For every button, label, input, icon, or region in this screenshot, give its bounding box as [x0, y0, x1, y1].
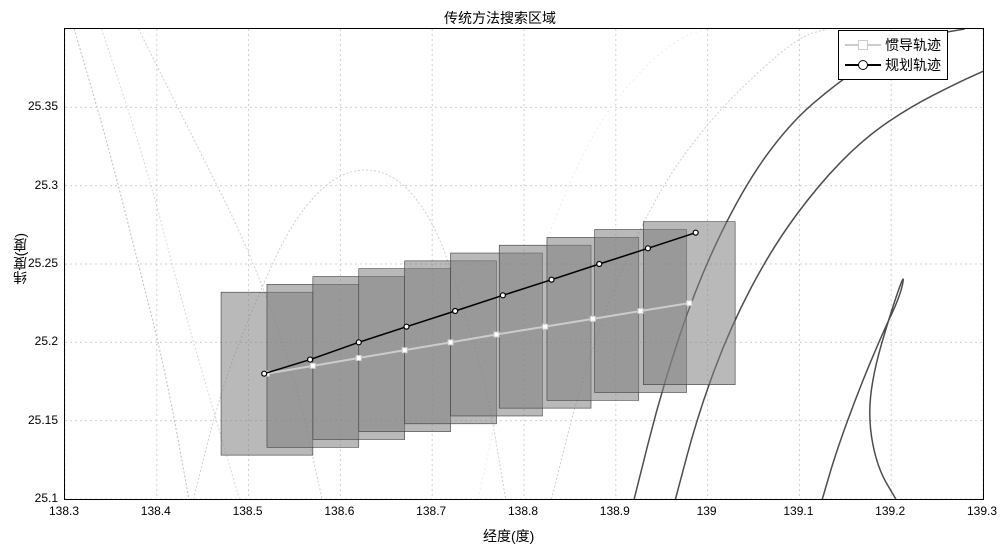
x-tick-label: 139.3 — [967, 504, 997, 518]
x-tick-label: 139 — [697, 504, 717, 518]
legend-label: 规划轨迹 — [885, 55, 941, 75]
x-tick-label: 139.1 — [783, 504, 813, 518]
legend-item: 惯导轨迹 — [845, 35, 941, 55]
x-tick-label: 139.2 — [875, 504, 905, 518]
y-tick-label: 25.15 — [18, 413, 58, 427]
y-tick-label: 25.25 — [18, 256, 58, 270]
y-tick-label: 25.3 — [18, 178, 58, 192]
x-tick-label: 138.7 — [416, 504, 446, 518]
x-tick-label: 138.3 — [49, 504, 79, 518]
y-tick-label: 25.1 — [18, 491, 58, 505]
x-tick-label: 138.8 — [508, 504, 538, 518]
legend-label: 惯导轨迹 — [885, 35, 941, 55]
plot-svg — [65, 29, 983, 499]
y-tick-label: 25.2 — [18, 334, 58, 348]
legend-item: 规划轨迹 — [845, 55, 941, 75]
x-tick-label: 138.5 — [233, 504, 263, 518]
chart-legend: 惯导轨迹规划轨迹 — [838, 30, 948, 80]
x-tick-label: 138.4 — [141, 504, 171, 518]
chart-title: 传统方法搜索区域 — [0, 8, 1000, 28]
x-tick-label: 138.6 — [324, 504, 354, 518]
figure: 传统方法搜索区域 纬度(度) 经度(度) 惯导轨迹规划轨迹 138.3138.4… — [0, 0, 1000, 544]
plot-area — [64, 28, 984, 500]
x-tick-label: 138.9 — [600, 504, 630, 518]
x-axis-label: 经度(度) — [483, 526, 534, 546]
y-tick-label: 25.35 — [18, 99, 58, 113]
